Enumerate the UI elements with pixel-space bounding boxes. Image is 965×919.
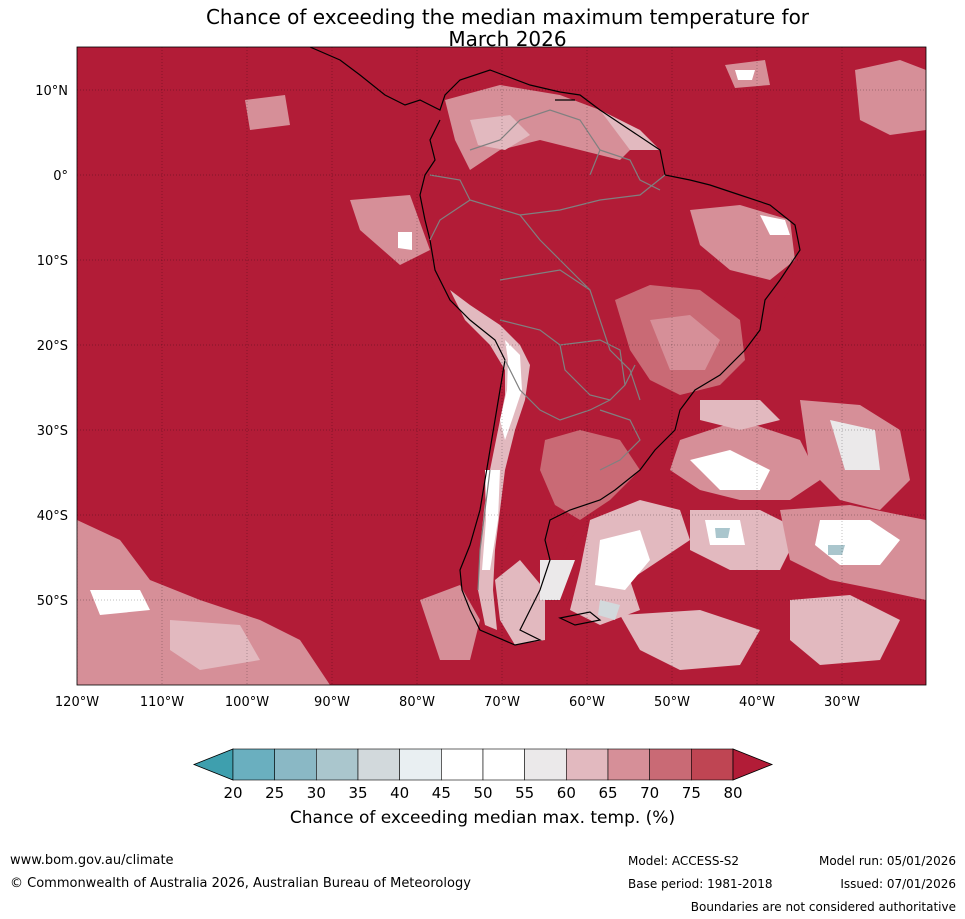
colorbar-segment [399, 748, 442, 781]
colorbar-tick-label: 65 [598, 784, 617, 802]
pacific-white-eq [398, 232, 412, 250]
base-period-label: Base period: 1981-2018 [628, 877, 773, 891]
lat-label: 10°S [37, 254, 68, 269]
website-link[interactable]: www.bom.gov.au/climate [10, 853, 174, 868]
colorbar-tick-label: 50 [473, 784, 492, 802]
lon-label: 80°W [399, 695, 435, 710]
venezuela-pale [470, 115, 530, 150]
pacific-pale-south [170, 620, 260, 670]
disclaimer-text: Boundaries are not considered authoritat… [690, 900, 956, 914]
colorbar-segment [274, 748, 317, 781]
atlantic-grey-1 [598, 600, 620, 620]
colorbar-segment [316, 748, 359, 781]
atlantic-patch-3 [700, 400, 780, 430]
colorbar-title: Chance of exceeding median max. temp. (%… [289, 808, 676, 828]
lon-label: 70°W [484, 695, 520, 710]
lon-label: 120°W [55, 695, 99, 710]
colorbar-segment [482, 748, 525, 781]
colorbar-tick-label: 45 [432, 784, 451, 802]
lon-label: 30°W [824, 695, 860, 710]
atlantic-patch-8 [790, 595, 900, 665]
colorbar-segment [691, 748, 734, 781]
tierra-del-fuego-pale [495, 560, 545, 645]
colorbar-tick-label: 40 [390, 784, 409, 802]
north-sa-patch [445, 85, 640, 170]
lon-label: 60°W [569, 695, 605, 710]
lon-label: 110°W [140, 695, 184, 710]
probability-field [77, 60, 926, 685]
atlantic-patch-7 [620, 610, 760, 670]
brazil-patch-light [650, 315, 720, 370]
lon-label: 40°W [739, 695, 775, 710]
lon-label: 50°W [654, 695, 690, 710]
graticule [77, 47, 926, 685]
colorbar-tick-label: 30 [307, 784, 326, 802]
colorbar-segment [607, 748, 650, 781]
colorbar-segment [357, 748, 400, 781]
colorbar-tick-label: 35 [348, 784, 367, 802]
colorbar-tick-label: 20 [223, 784, 242, 802]
lat-label: 40°S [37, 509, 68, 524]
latitude-labels: 10°N 0° 10°S 20°S 30°S 40°S 50°S [35, 84, 68, 609]
colorbar: 20 25 30 35 40 45 50 55 60 65 70 75 80 [192, 748, 774, 802]
issued-label: Issued: 07/01/2026 [840, 877, 956, 891]
model-run-label: Model run: 05/01/2026 [818, 854, 956, 868]
lat-label: 0° [53, 169, 68, 184]
lat-label: 30°S [37, 424, 68, 439]
north-atlantic-white-2 [735, 70, 755, 80]
north-atlantic-patch [855, 60, 926, 135]
longitude-labels: 120°W 110°W 100°W 90°W 80°W 70°W 60°W 50°W 40°W 3… [55, 695, 860, 710]
argentina-patch [540, 430, 640, 520]
colorbar-segment [524, 748, 567, 781]
country-borders [429, 109, 666, 591]
ne-brazil-white [760, 215, 790, 235]
lat-label: 10°N [35, 84, 68, 99]
pacific-patch-chile [420, 585, 480, 660]
lat-label: 20°S [37, 339, 68, 354]
patagonia-white [540, 560, 575, 600]
map-title-line2: March 2026 [448, 27, 567, 51]
colorbar-tick-label: 25 [265, 784, 284, 802]
andes-white [500, 340, 522, 440]
lat-label: 50°S [37, 594, 68, 609]
colorbar-segment [649, 748, 692, 781]
pacific-white-south [90, 590, 150, 615]
copyright-text: © Commonwealth of Australia 2026, Austra… [10, 876, 471, 891]
colorbar-tick-label: 75 [682, 784, 701, 802]
colorbar-tick-label: 70 [640, 784, 659, 802]
atlantic-low-6 [828, 545, 845, 555]
coastline [309, 47, 801, 646]
colorbar-extend-high [732, 748, 774, 781]
model-label: Model: ACCESS-S2 [628, 854, 740, 868]
colorbar-tick-label: 80 [723, 784, 742, 802]
plot-border [76, 46, 927, 686]
colorbar-tick-label: 60 [557, 784, 576, 802]
colorbar-segment [566, 748, 609, 781]
pacific-patch-south [77, 520, 330, 685]
colorbar-segment [441, 748, 484, 781]
atlantic-white-1 [595, 530, 650, 590]
atlantic-white-2 [690, 450, 770, 490]
colorbar-extend-low [192, 748, 234, 781]
atlantic-white-4 [830, 420, 880, 470]
colorbar-tick-label: 55 [515, 784, 534, 802]
colorbar-segment [232, 748, 275, 781]
pacific-patch-north [245, 95, 290, 130]
map-title-line1: Chance of exceeding the median maximum t… [205, 5, 810, 29]
lon-label: 100°W [225, 695, 269, 710]
lon-label: 90°W [314, 695, 350, 710]
atlantic-low-5 [715, 528, 730, 538]
